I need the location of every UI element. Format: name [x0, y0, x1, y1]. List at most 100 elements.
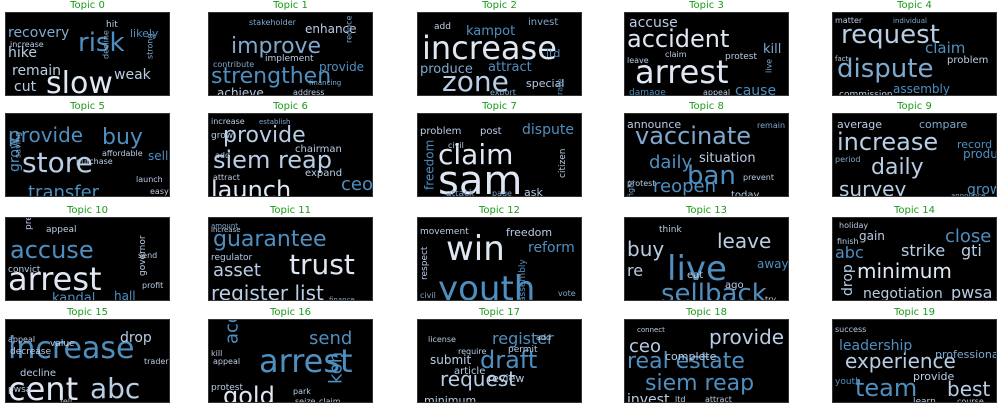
cloud-word-increase: increase — [422, 29, 557, 67]
cloud-word-drop: drop — [120, 330, 152, 346]
cloud-word-finish: finish — [837, 237, 859, 246]
cloud-word-hall: hall — [114, 289, 136, 301]
word-cloud-svg: arrest accuse send gold koh appeal protest kill… — [211, 320, 353, 402]
cloud-word-contribute: contribute — [213, 60, 254, 69]
cloud-word-siem-reap: siem reap — [645, 371, 754, 396]
cloud-word-send: send — [138, 251, 157, 260]
cloud-word-increase: increase — [211, 117, 245, 126]
cloud-word-professional: professional — [935, 348, 997, 361]
cloud-word-provide: provide — [709, 325, 784, 349]
cloud-word-article: article — [454, 366, 485, 377]
cloud-word-decline: decline — [101, 30, 110, 59]
cloud-word-add: add — [215, 151, 230, 160]
cloud-word-provide: provide — [319, 60, 364, 74]
topic-title: Topic 2 — [482, 0, 517, 11]
cloud-word-prevent: prevent — [743, 173, 774, 182]
cloud-word-protest: protest — [725, 52, 757, 62]
cloud-word-ban: ban — [687, 161, 736, 191]
cloud-word-gti: gti — [961, 241, 982, 260]
cloud-word-youth: youth — [835, 377, 861, 387]
cloud-word-affordable: affordable — [102, 149, 143, 158]
word-cloud: request draft register submit review article m… — [417, 319, 582, 403]
word-cloud: vaccinate ban daily reopen situation announce… — [624, 113, 789, 197]
cloud-word-kill: kill — [763, 42, 781, 57]
cloud-word-zone: zone — [442, 65, 509, 96]
cloud-word-complete: complete — [665, 350, 717, 363]
cloud-word-launch: launch — [211, 176, 291, 197]
topic-title: Topic 5 — [70, 101, 105, 112]
cloud-word-eat: eat — [687, 270, 703, 281]
cloud-word-ceo: ceo — [341, 174, 373, 195]
cloud-word-gain: gain — [859, 229, 885, 243]
cloud-word-invest: invest — [528, 17, 558, 28]
word-cloud: increase zone produce attract kampot special i… — [417, 12, 582, 96]
cloud-word-grow: grow — [211, 131, 233, 141]
cloud-word-accident: accident — [627, 25, 729, 53]
word-cloud-svg: risk slow recovery hike remain weak cut likely h… — [8, 20, 159, 95]
cloud-word-special: special — [526, 77, 564, 90]
topic-title: Topic 10 — [66, 205, 109, 216]
cloud-word-attract: attract — [705, 395, 732, 403]
topic-title: Topic 18 — [685, 307, 728, 318]
cloud-word-submit: submit — [430, 353, 471, 367]
cloud-word-sell: sell — [148, 149, 168, 163]
cloud-word-cut: cut — [14, 79, 37, 95]
cloud-word-kandal: kandal — [52, 291, 95, 301]
cloud-word-appeal: appeal — [46, 225, 77, 235]
cloud-word-course: course — [957, 397, 984, 403]
word-cloud: provide siem reap launch ceo chairman expand a… — [208, 113, 373, 197]
cloud-word-decline: decline — [20, 368, 56, 379]
cloud-word-transfer: transfer — [28, 182, 100, 197]
cloud-word-likely: likely — [130, 27, 159, 40]
cloud-word-register: register — [492, 329, 554, 348]
cloud-word-minimum: minimum — [857, 259, 952, 283]
topic-title: Topic 6 — [273, 101, 308, 112]
cloud-word-team: team — [855, 374, 917, 402]
word-cloud: arrest accident accuse cause protest claim lea… — [624, 12, 789, 96]
cloud-word-kill: kill — [211, 349, 222, 358]
word-cloud: risk slow recovery hike remain weak cut likely h… — [5, 12, 170, 96]
cloud-word-commission: commission — [839, 90, 893, 96]
topic-title: Topic 14 — [893, 205, 936, 216]
cloud-word-sam: sam — [438, 158, 522, 197]
cloud-word-experience: experience — [845, 349, 956, 373]
cloud-word-freedom: freedom — [506, 226, 552, 239]
cloud-word-purchase: purchase — [76, 157, 113, 166]
cloud-word-assembly: assembly — [518, 259, 528, 301]
cloud-word-require: require — [458, 347, 487, 356]
word-cloud: claim sam dispute problem post freedom ask atta… — [417, 113, 582, 197]
cloud-word-minimum: minimum — [424, 394, 476, 403]
cloud-word-draft: draft — [480, 346, 537, 374]
cloud-word-best: best — [947, 377, 990, 401]
word-cloud: arrest accuse send gold koh appeal protest kill… — [208, 319, 373, 403]
cloud-word-review: review — [488, 372, 524, 385]
word-cloud: experience team best professional provide lea… — [832, 319, 997, 403]
cloud-word-strong: strong — [145, 34, 154, 59]
cloud-word-enhance: enhance — [305, 22, 357, 36]
topic-title: Topic 11 — [269, 205, 312, 216]
cloud-word-trust: trust — [289, 248, 355, 281]
cloud-word-arrest: arrest — [259, 342, 353, 380]
cloud-word-claim: claim — [438, 138, 513, 171]
cloud-word-leave: leave — [717, 229, 771, 253]
cloud-word-average: average — [837, 118, 882, 131]
cloud-word-record: record — [957, 138, 992, 151]
cloud-word-vote: vote — [558, 289, 576, 298]
cloud-word-launch: launch — [136, 175, 163, 184]
cloud-word-compare: compare — [919, 118, 967, 131]
cloud-word-negotiation: negotiation — [863, 286, 943, 301]
cloud-word-today: today — [731, 190, 760, 197]
cloud-word-fact: fact — [835, 55, 849, 63]
cloud-word-cent: cent — [8, 370, 78, 403]
cloud-word-claim: claim — [925, 39, 965, 57]
cloud-word-accuse: accuse — [629, 15, 678, 31]
cloud-word-abc: abc — [90, 372, 140, 403]
